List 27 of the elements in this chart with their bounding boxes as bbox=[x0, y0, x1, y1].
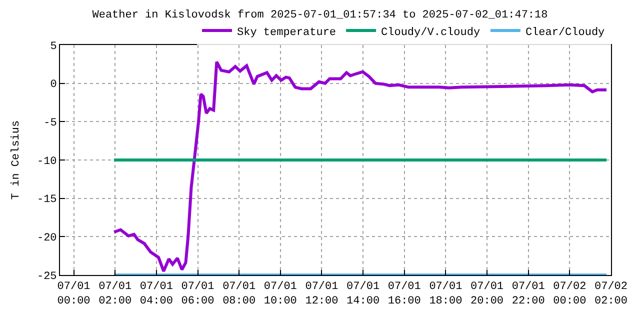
x-tick-label: 07/01 10:00 bbox=[264, 281, 298, 308]
x-tick-label: 07/01 22:00 bbox=[512, 281, 546, 308]
y-tick-label: -5 bbox=[44, 118, 57, 130]
x-tick-label: 07/01 00:00 bbox=[57, 281, 91, 308]
x-tick-label: 07/01 06:00 bbox=[181, 281, 215, 308]
line-series bbox=[112, 60, 608, 273]
x-tick-label: 07/02 00:00 bbox=[553, 281, 586, 308]
y-axis-title: T in Celsius bbox=[10, 120, 23, 200]
x-tick-label: 07/01 02:00 bbox=[98, 281, 132, 308]
x-tick-label: 07/01 20:00 bbox=[470, 281, 504, 308]
x-tick-label: 07/01 04:00 bbox=[140, 281, 174, 308]
x-tick-label: 07/01 18:00 bbox=[429, 281, 463, 308]
y-tick-label: -20 bbox=[36, 232, 57, 245]
y-tick-label: -10 bbox=[36, 156, 57, 168]
x-tick-label: 07/01 16:00 bbox=[388, 281, 422, 308]
x-tick-label: 07/01 12:00 bbox=[305, 281, 339, 308]
legend-label: Clear/Cloudy bbox=[525, 26, 606, 39]
x-tick-label: 07/01 14:00 bbox=[346, 281, 380, 308]
legend-label: Cloudy/V.cloudy bbox=[381, 26, 480, 39]
y-tick-label: -25 bbox=[36, 270, 57, 283]
y-tick-label: -15 bbox=[36, 194, 57, 206]
y-tick-label: 0 bbox=[50, 79, 57, 92]
x-tick-label: 07/02 02:00 bbox=[594, 281, 628, 308]
y-tick-label: 5 bbox=[50, 40, 57, 53]
x-tick-label: 07/01 08:00 bbox=[222, 281, 256, 308]
chart-title: Weather in Kislovodsk from 2025-07-01_01:57:34 to 2025-07-02_01:47:18 bbox=[92, 9, 548, 22]
legend-label: Sky temperature bbox=[237, 26, 336, 39]
